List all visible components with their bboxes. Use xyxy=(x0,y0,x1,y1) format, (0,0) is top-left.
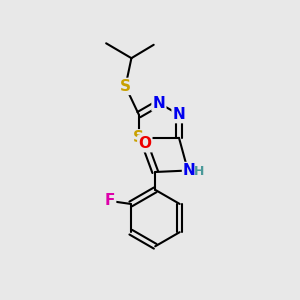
Text: N: N xyxy=(172,107,185,122)
Text: S: S xyxy=(120,79,131,94)
Text: H: H xyxy=(194,166,204,178)
Text: N: N xyxy=(183,163,196,178)
Text: S: S xyxy=(133,130,144,145)
Text: O: O xyxy=(138,136,151,151)
Text: F: F xyxy=(105,194,115,208)
Text: N: N xyxy=(152,95,165,110)
